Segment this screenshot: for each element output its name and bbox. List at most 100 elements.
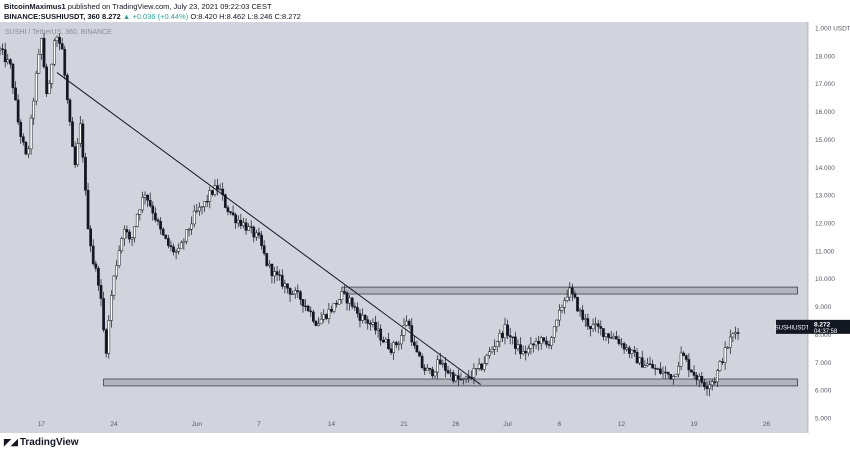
candle bbox=[337, 299, 341, 305]
candle bbox=[586, 318, 590, 327]
plot-area[interactable] bbox=[0, 22, 808, 433]
candle bbox=[138, 209, 142, 215]
candle bbox=[154, 212, 157, 221]
candle bbox=[27, 148, 30, 155]
price-axis[interactable] bbox=[808, 22, 850, 433]
y-tick-label: 18.000 bbox=[815, 53, 835, 60]
candle bbox=[671, 376, 675, 380]
candle bbox=[112, 275, 116, 296]
candle bbox=[301, 299, 305, 307]
candle bbox=[612, 336, 616, 339]
candle bbox=[692, 371, 696, 376]
candle bbox=[521, 350, 525, 355]
candle bbox=[231, 212, 235, 216]
candle bbox=[73, 146, 77, 166]
candle bbox=[381, 339, 385, 343]
candle bbox=[397, 343, 401, 346]
candle bbox=[146, 194, 149, 201]
candle bbox=[53, 40, 56, 65]
candle bbox=[457, 375, 460, 380]
candle bbox=[405, 320, 408, 326]
header-price: 8.272 bbox=[101, 12, 121, 21]
tradingview-logo[interactable]: ◤◢ TradingView bbox=[4, 437, 79, 448]
candle bbox=[252, 226, 256, 238]
symbol-interval: BINANCE:SUSHIUSDT, 360 bbox=[4, 12, 100, 21]
candle bbox=[223, 194, 227, 208]
candle bbox=[615, 336, 618, 340]
candle bbox=[697, 376, 701, 381]
candle bbox=[218, 188, 222, 191]
candle bbox=[60, 43, 64, 50]
candle bbox=[609, 337, 613, 339]
candle bbox=[249, 226, 253, 228]
candle bbox=[94, 263, 98, 269]
candle bbox=[78, 123, 82, 144]
candle bbox=[726, 347, 730, 349]
candle bbox=[280, 275, 284, 287]
candle bbox=[449, 372, 452, 374]
candle bbox=[529, 343, 533, 349]
candle bbox=[135, 214, 139, 227]
author-name[interactable]: BitcoinMaximus1 bbox=[4, 2, 66, 11]
candle bbox=[379, 328, 383, 341]
candle bbox=[578, 309, 582, 312]
candle bbox=[519, 344, 522, 355]
candle bbox=[97, 268, 100, 286]
candle bbox=[560, 307, 564, 311]
candle bbox=[723, 347, 727, 363]
candle bbox=[229, 211, 232, 213]
candle bbox=[169, 245, 173, 248]
candle bbox=[255, 232, 258, 238]
x-tick-label: Jul bbox=[503, 421, 512, 428]
candle bbox=[524, 350, 528, 354]
candle bbox=[99, 285, 103, 299]
candle bbox=[392, 342, 395, 353]
candle bbox=[304, 305, 307, 308]
candle bbox=[710, 381, 714, 386]
candle bbox=[374, 322, 377, 331]
candle bbox=[125, 229, 129, 233]
candle bbox=[516, 344, 520, 349]
candle bbox=[107, 320, 111, 354]
candle bbox=[291, 293, 294, 295]
candle bbox=[371, 322, 375, 325]
candle bbox=[81, 123, 85, 158]
price-change: ▲ +0.036 (+0.44%) bbox=[122, 12, 189, 21]
candle bbox=[296, 290, 300, 293]
candle bbox=[438, 359, 442, 365]
candle bbox=[485, 355, 489, 364]
candle bbox=[400, 335, 403, 345]
candle bbox=[198, 206, 201, 212]
candle bbox=[159, 221, 162, 230]
candle bbox=[187, 228, 191, 231]
candle bbox=[226, 207, 230, 212]
candle bbox=[21, 136, 25, 143]
candle bbox=[161, 228, 165, 236]
candle bbox=[179, 242, 183, 249]
candle bbox=[664, 371, 667, 374]
candle bbox=[656, 368, 660, 370]
candle bbox=[467, 376, 471, 379]
candle bbox=[257, 232, 261, 236]
x-tick-label: 21 bbox=[400, 421, 408, 428]
candle bbox=[11, 63, 15, 89]
candle bbox=[324, 314, 328, 319]
candle bbox=[58, 36, 61, 44]
candle bbox=[363, 314, 367, 320]
candle bbox=[345, 292, 349, 304]
chart-header: BitcoinMaximus1 published on TradingView… bbox=[0, 0, 850, 22]
candle bbox=[508, 335, 512, 338]
candle bbox=[267, 263, 271, 266]
published-text: published on TradingView.com, July 23, 2… bbox=[67, 2, 272, 11]
candle bbox=[244, 222, 248, 231]
candle bbox=[415, 345, 419, 353]
candle bbox=[659, 368, 662, 374]
candle bbox=[570, 287, 574, 294]
candle bbox=[166, 238, 170, 246]
price-chart[interactable]: SUSHI / TetherUS, 360, BINANCE 1.000 USD… bbox=[0, 22, 850, 433]
candle bbox=[539, 337, 543, 344]
y-tick-label: 7.000 bbox=[815, 360, 832, 367]
y-tick-label: 13.000 bbox=[815, 193, 835, 200]
support-zone bbox=[103, 378, 798, 387]
candle bbox=[568, 287, 572, 298]
